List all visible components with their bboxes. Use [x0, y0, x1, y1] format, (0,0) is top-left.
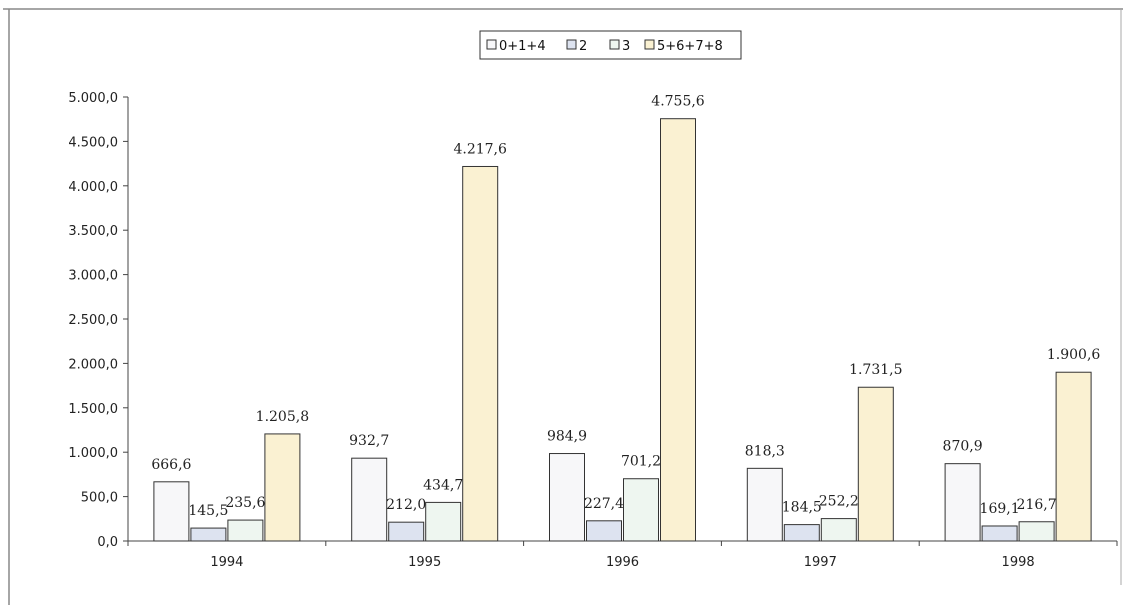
bar-data-label: 1.731,5: [849, 362, 902, 378]
bar: [857, 386, 894, 542]
y-tick-label: 0,0: [97, 535, 118, 550]
bar: [153, 481, 190, 542]
bar-data-label: 434,7: [423, 477, 463, 493]
y-tick-label: 3.000,0: [68, 269, 118, 284]
bar-data-label: 666,6: [151, 457, 191, 473]
bar-data-label: 145,5: [188, 503, 228, 519]
bar: [351, 457, 388, 542]
bar: [388, 521, 425, 542]
bar-data-label: 701,2: [621, 454, 661, 470]
bar-data-label: 252,2: [819, 494, 859, 510]
axes: 0,0 500,0 1.000,0 1.500,0 2.000,0 2.500,0 3.00…: [68, 91, 1118, 570]
legend-swatch: [566, 39, 577, 50]
bar-data-label: 235,6: [225, 495, 265, 511]
y-tick-label: 1.500,0: [68, 402, 118, 417]
bar: [264, 433, 301, 542]
y-tick-label: 2.000,0: [68, 357, 118, 372]
x-tick-label: 1997: [804, 555, 837, 570]
y-tick-label: 4.500,0: [68, 135, 118, 150]
y-tick-label: 3.500,0: [68, 224, 118, 239]
legend-swatch: [644, 39, 655, 50]
legend-swatch: [486, 39, 497, 50]
y-tick-label: 2.500,0: [68, 313, 118, 328]
bar: [820, 518, 857, 542]
bar-data-label: 216,7: [1017, 497, 1057, 513]
bar-data-label: 818,3: [745, 443, 785, 459]
bar-data-label: 212,0: [386, 497, 426, 513]
x-tick-label: 1994: [210, 555, 243, 570]
bar-data-label: 227,4: [584, 496, 624, 512]
legend-swatch: [609, 39, 620, 50]
bar-data-label: 4.755,6: [651, 94, 705, 110]
legend-label: 0+1+4: [499, 39, 546, 54]
bar-data-label: 932,7: [349, 433, 389, 449]
bar: [1055, 371, 1092, 542]
bar: [623, 478, 659, 542]
legend-label: 2: [579, 39, 587, 54]
bar: [660, 118, 696, 542]
bar: [227, 519, 264, 542]
x-tick-label: 1995: [408, 555, 441, 570]
bar-data-label: 4.217,6: [453, 141, 507, 157]
bar: [944, 463, 981, 542]
bar: [190, 527, 227, 542]
bar: [586, 520, 622, 542]
bar: [425, 501, 462, 542]
bar-data-label: 984,9: [547, 429, 587, 445]
x-tick-label: 1996: [606, 555, 639, 570]
bar-data-label: 169,1: [980, 501, 1020, 517]
bar: [549, 453, 585, 542]
bar: [981, 525, 1018, 542]
bar-data-label: 1.205,8: [256, 409, 309, 425]
legend-label: 5+6+7+8: [657, 39, 723, 54]
y-tick-label: 5.000,0: [68, 91, 118, 106]
legend: 0+1+4 2 3 5+6+7+8: [479, 30, 742, 60]
bar: [746, 467, 783, 542]
bar-data-label: 870,9: [943, 439, 983, 455]
bar: [1018, 521, 1055, 542]
y-tick-label: 4.000,0: [68, 180, 118, 195]
bar: [783, 524, 820, 542]
bar-data-label: 1.900,6: [1047, 347, 1101, 363]
y-tick-label: 500,0: [81, 491, 118, 506]
x-tick-label: 1998: [1002, 555, 1035, 570]
legend-label: 3: [622, 39, 630, 54]
bar-data-label: 184,5: [782, 500, 822, 516]
bar: [462, 165, 499, 542]
y-tick-label: 1.000,0: [68, 446, 118, 461]
